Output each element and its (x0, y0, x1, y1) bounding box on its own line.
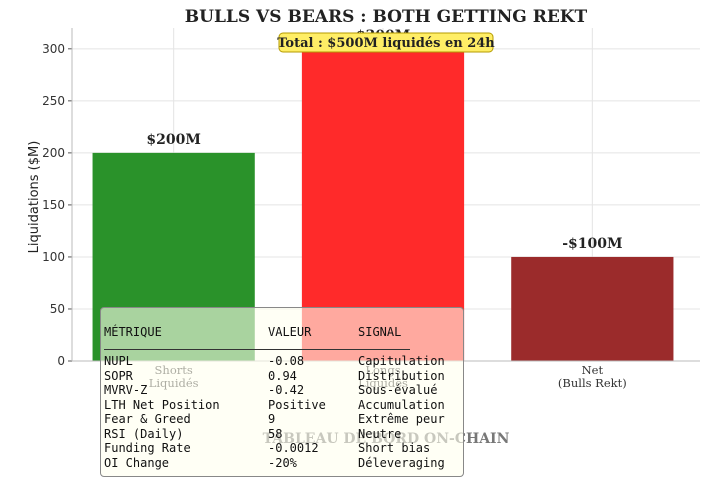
metric-cell: LTH Net Position (104, 397, 220, 412)
data-label-2: -$100M (562, 236, 622, 252)
y-tick-label: 300 (42, 42, 65, 56)
signal-cell: Extrême peur (358, 412, 445, 426)
metric-cell: Funding Rate (104, 441, 191, 455)
signal-cell: Déleveraging (358, 455, 445, 470)
y-tick-label: 150 (42, 198, 65, 212)
metric-cell: NUPL (104, 354, 133, 368)
signal-cell: Neutre (358, 426, 402, 441)
signal-cell: Sous-évalué (358, 383, 438, 397)
y-tick-label: 50 (50, 302, 65, 316)
value-cell: Positive (268, 397, 326, 412)
signal-cell: Accumulation (358, 397, 445, 412)
y-axis-ticks: 0 50 100 150 200 250 300 (42, 42, 72, 368)
annotation-text: Total : $500M liquidés en 24h (277, 36, 495, 51)
signal-cell: Short bias (358, 441, 431, 455)
metric-cell: Fear & Greed (104, 412, 191, 426)
total-annotation: Total : $500M liquidés en 24h (277, 32, 495, 53)
value-cell: 0.94 (268, 368, 297, 383)
header-signal: SIGNAL (358, 325, 402, 339)
annotation-box (278, 32, 494, 53)
y-tick-label: 0 (57, 354, 65, 368)
metric-cell: SOPR (104, 368, 133, 383)
value-cell: 9 (268, 412, 276, 426)
y-tick-label: 200 (42, 146, 65, 160)
y-axis-label: Liquidations ($M) (27, 141, 42, 254)
metric-cell: MVRV-Z (104, 383, 148, 397)
metric-cell: RSI (Daily) (104, 426, 184, 441)
bar-2 (511, 256, 674, 361)
header-metric: MÉTRIQUE (104, 325, 162, 339)
signal-cell: Distribution (358, 368, 445, 383)
value-cell: -0.0012 (268, 441, 319, 455)
category-label-2: Net (Bulls Rekt) (558, 363, 627, 390)
value-cell: -0.42 (268, 383, 305, 397)
onchain-dashboard-table: MÉTRIQUE VALEUR SIGNAL NUPL -0.08 Capitula… (100, 307, 464, 477)
data-label-0: $200M (146, 132, 200, 148)
header-value: VALEUR (268, 325, 312, 339)
metric-cell: OI Change (104, 455, 170, 470)
header-separator (104, 349, 410, 350)
value-cell: 58 (268, 426, 283, 441)
y-tick-label: 250 (42, 94, 65, 108)
y-tick-label: 100 (42, 250, 65, 264)
value-cell: -0.08 (268, 354, 305, 368)
chart-title: BULLS VS BEARS : BOTH GETTING REKT (185, 7, 588, 27)
signal-cell: Capitulation (358, 354, 445, 368)
value-cell: -20% (268, 455, 297, 470)
